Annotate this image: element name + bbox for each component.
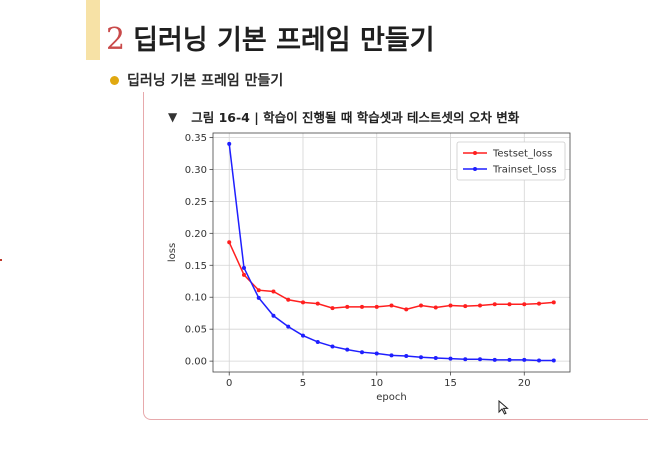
x-tick-label: 10 <box>370 378 383 389</box>
y-tick-label: 0.35 <box>185 133 207 144</box>
figure-caption-text: 그림 16-4 | 학습이 진행될 때 학습셋과 테스트셋의 오차 변화 <box>191 110 520 125</box>
data-point-trainset-loss <box>256 295 261 300</box>
data-point-trainset-loss <box>389 353 394 358</box>
data-point-trainset-loss <box>286 324 291 329</box>
data-point-testset-loss <box>345 304 350 309</box>
data-point-testset-loss <box>507 302 512 307</box>
data-point-testset-loss <box>463 304 468 309</box>
legend-marker-trainset <box>473 167 477 171</box>
data-point-testset-loss <box>271 289 276 294</box>
data-point-trainset-loss <box>448 356 453 361</box>
section-title: 딥러닝 기본 프레임 만들기 <box>133 25 435 56</box>
legend-label-trainset: Trainset_loss <box>492 165 557 176</box>
edge-mark <box>0 259 2 261</box>
data-point-trainset-loss <box>359 350 364 355</box>
x-tick-label: 20 <box>518 378 531 389</box>
data-point-testset-loss <box>522 302 527 307</box>
data-point-trainset-loss <box>345 347 350 352</box>
x-tick-label: 5 <box>300 378 306 389</box>
y-tick-label: 0.25 <box>185 197 207 208</box>
data-point-testset-loss <box>551 300 556 305</box>
data-point-testset-loss <box>256 288 261 293</box>
data-point-trainset-loss <box>271 313 276 318</box>
data-point-testset-loss <box>389 303 394 308</box>
y-tick-label: 0.15 <box>185 261 207 272</box>
legend-marker-testset <box>473 151 477 155</box>
chart-ticks: 0 5 10 15 20 0.00 0.05 0.10 0.15 0.20 0.25 0.30 0.35 <box>185 133 531 389</box>
legend-label-testset: Testset_loss <box>492 149 552 160</box>
data-point-trainset-loss <box>522 357 527 362</box>
chart-legend: Testset_loss Trainset_loss <box>456 141 566 181</box>
y-tick-label: 0.05 <box>185 325 207 336</box>
chart-series <box>227 141 556 363</box>
bullet-item: 딥러닝 기본 프레임 만들기 <box>110 70 283 90</box>
data-point-testset-loss <box>227 240 232 245</box>
y-tick-label: 0.00 <box>185 357 207 368</box>
data-point-trainset-loss <box>315 339 320 344</box>
data-point-testset-loss <box>478 303 483 308</box>
data-point-trainset-loss <box>478 357 483 362</box>
data-point-trainset-loss <box>463 357 468 362</box>
data-point-trainset-loss <box>404 354 409 359</box>
triangle-down-icon: ▼ <box>168 109 178 124</box>
data-point-trainset-loss <box>300 333 305 338</box>
data-point-trainset-loss <box>507 357 512 362</box>
section-number: 2 <box>106 22 126 57</box>
data-point-testset-loss <box>286 297 291 302</box>
x-tick-label: 15 <box>444 378 457 389</box>
data-point-testset-loss <box>433 305 438 310</box>
y-axis-label: loss <box>167 243 178 262</box>
data-point-testset-loss <box>404 307 409 312</box>
data-point-testset-loss <box>537 301 542 306</box>
plot-area <box>212 132 571 373</box>
data-point-trainset-loss <box>419 355 424 360</box>
bullet-dot-icon <box>110 75 119 85</box>
data-point-trainset-loss <box>551 358 556 363</box>
data-point-trainset-loss <box>537 358 542 363</box>
figure-frame <box>143 92 648 420</box>
page-title: 2 딥러닝 기본 프레임 만들기 <box>106 18 435 58</box>
series-line-testset-loss <box>228 241 554 311</box>
data-point-trainset-loss <box>374 351 379 356</box>
data-point-testset-loss <box>448 303 453 308</box>
data-point-testset-loss <box>359 304 364 309</box>
x-tick-label: 0 <box>226 378 232 389</box>
data-point-trainset-loss <box>241 265 246 270</box>
legend-box <box>456 141 566 181</box>
data-point-testset-loss <box>300 300 305 305</box>
data-point-testset-loss <box>315 301 320 306</box>
data-point-testset-loss <box>330 306 335 311</box>
y-tick-label: 0.10 <box>185 293 207 304</box>
mouse-pointer-icon <box>498 400 509 415</box>
bullet-text: 딥러닝 기본 프레임 만들기 <box>127 73 284 89</box>
x-axis-label: epoch <box>376 392 406 403</box>
chart-grid <box>213 133 570 372</box>
data-point-testset-loss <box>419 303 424 308</box>
figure-caption: ▼ 그림 16-4 | 학습이 진행될 때 학습셋과 테스트셋의 오차 변화 <box>168 107 519 126</box>
data-point-testset-loss <box>492 302 497 307</box>
data-point-trainset-loss <box>433 355 438 360</box>
data-point-trainset-loss <box>492 357 497 362</box>
data-point-trainset-loss <box>227 141 232 146</box>
data-point-trainset-loss <box>330 344 335 349</box>
accent-bar <box>86 0 100 60</box>
y-tick-label: 0.20 <box>185 229 207 240</box>
data-point-testset-loss <box>241 272 246 277</box>
y-tick-label: 0.30 <box>185 165 207 176</box>
data-point-testset-loss <box>374 304 379 309</box>
